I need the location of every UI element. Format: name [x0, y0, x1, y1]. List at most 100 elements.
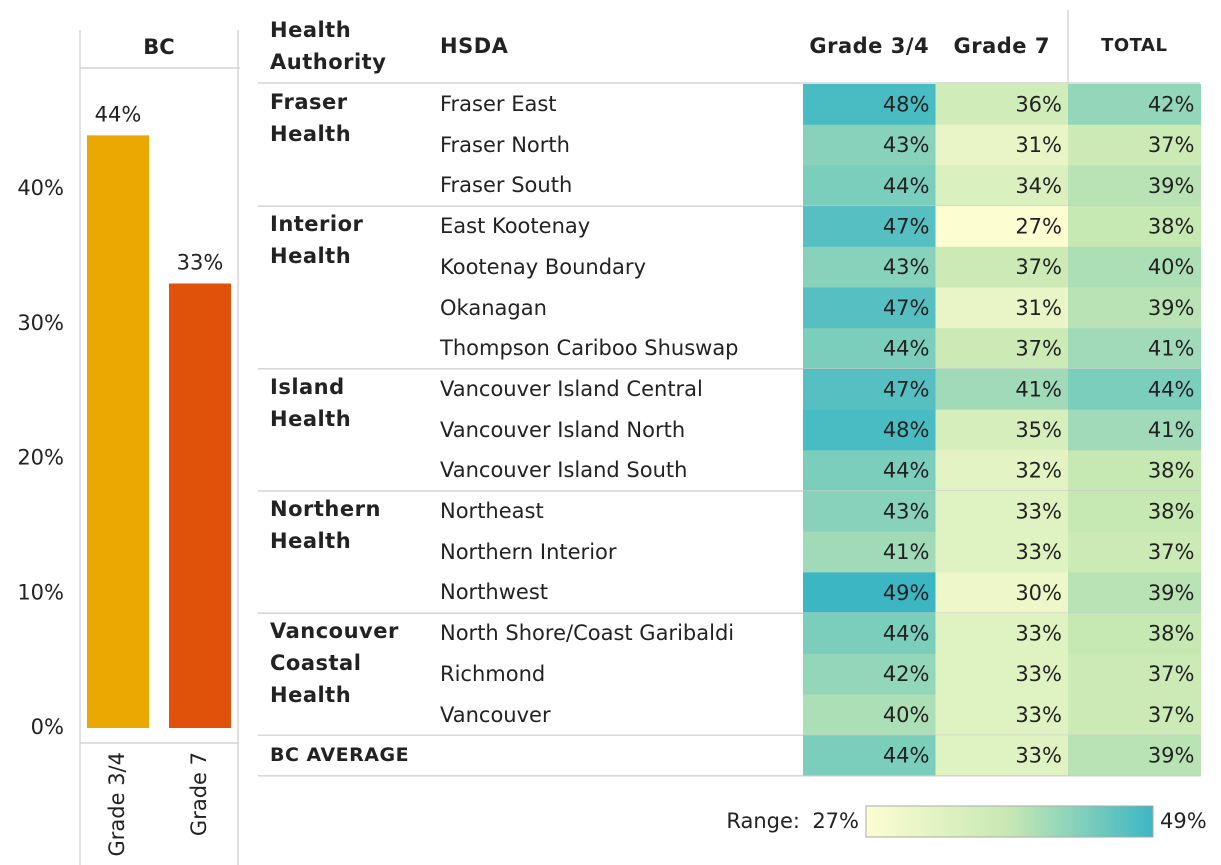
heat-cell: [935, 368, 1069, 411]
data-label: 33%: [177, 251, 224, 275]
cell-label: 47%: [883, 296, 930, 320]
heat-cell: [935, 409, 1069, 451]
cell-label: 47%: [883, 214, 930, 238]
row-label: Richmond: [440, 661, 546, 686]
y-tick-label: 40%: [17, 176, 64, 200]
heat-cell: [1068, 287, 1201, 329]
cell-label: 33%: [1015, 662, 1062, 686]
cell-label: 31%: [1015, 296, 1062, 320]
heat-cell: [803, 246, 936, 288]
heat-cell: [1068, 328, 1201, 370]
row-label: Kootenay Boundary: [440, 254, 646, 279]
cell-label: 35%: [1015, 418, 1062, 442]
row-label: Northeast: [440, 499, 544, 523]
cell-label: 41%: [1148, 337, 1195, 361]
cell-label: 32%: [1015, 459, 1062, 483]
heat-cell: [1068, 368, 1201, 411]
heat-cell: [803, 368, 936, 411]
row-label: BC AVERAGE: [270, 744, 410, 767]
row-label: Fraser North: [440, 132, 570, 157]
row-label: Northwest: [440, 580, 549, 605]
heat-cell: [803, 124, 936, 166]
y-tick-label: 10%: [17, 580, 64, 604]
heat-cell: [1068, 653, 1201, 695]
cell-label: 44%: [883, 744, 930, 768]
heat-cell: [1068, 124, 1201, 166]
bar: [87, 135, 149, 729]
heat-cell: [935, 165, 1069, 207]
heat-cell: [935, 450, 1069, 492]
row-label: Northern Interior: [440, 539, 617, 564]
heat-cell: [1068, 531, 1201, 573]
column-header: TOTAL: [1101, 35, 1168, 56]
cell-label: 37%: [1015, 255, 1062, 279]
cell-label: 33%: [1015, 540, 1062, 564]
cell-label: 39%: [1148, 296, 1195, 320]
heat-cell: [1068, 694, 1201, 736]
heat-cell: [1068, 735, 1201, 777]
heat-cell: [803, 572, 936, 614]
cell-label: 39%: [1148, 174, 1195, 198]
cell-label: 49%: [883, 581, 930, 605]
colorbar: [865, 805, 1154, 838]
heat-cell: [1068, 409, 1201, 451]
heat-cell: [803, 450, 936, 492]
heat-cell: [935, 653, 1069, 695]
cell-label: 30%: [1015, 581, 1062, 605]
cell-label: 38%: [1148, 621, 1195, 645]
group-label: Vancouver Coastal Health: [270, 619, 399, 708]
heat-cell: [935, 246, 1069, 288]
row-label: North Shore/Coast Garibaldi: [440, 621, 735, 646]
heat-cell: [1068, 613, 1201, 655]
group-label: Interior Health: [270, 212, 364, 269]
cell-label: 42%: [1148, 92, 1195, 116]
heat-cell: [803, 735, 936, 777]
heat-cell: [935, 287, 1069, 329]
cell-label: 33%: [1015, 499, 1062, 523]
cell-label: 37%: [1148, 133, 1195, 157]
cell-label: 40%: [1148, 255, 1195, 279]
row-label: East Kootenay: [440, 214, 591, 239]
cell-label: 43%: [883, 255, 930, 279]
heat-cell: [803, 491, 936, 533]
cell-label: 38%: [1148, 459, 1195, 483]
cell-label: 48%: [883, 418, 930, 442]
heat-cell: [935, 491, 1069, 533]
cell-label: 37%: [1148, 540, 1195, 564]
heat-cell: [803, 165, 936, 207]
data-label: 44%: [95, 102, 142, 126]
column-header: Grade 3/4: [809, 34, 930, 58]
cell-label: 44%: [883, 174, 930, 198]
legend-label: Range:: [726, 809, 800, 833]
heat-cell: [1068, 246, 1201, 288]
heat-cell: [803, 206, 936, 248]
cell-label: 43%: [883, 499, 930, 523]
cell-label: 36%: [1015, 92, 1062, 116]
cell-label: 39%: [1148, 744, 1195, 768]
heat-cell: [935, 735, 1069, 777]
x-tick-label: Grade 7: [187, 752, 211, 836]
group-label: Fraser Health: [270, 90, 352, 146]
bar: [169, 283, 231, 728]
x-tick-label: Grade 3/4: [105, 752, 129, 857]
heat-cell: [803, 328, 936, 370]
heat-cell: [803, 653, 936, 695]
cell-label: 44%: [883, 459, 930, 483]
cell-label: 47%: [883, 377, 930, 401]
chart-title: BC: [143, 35, 174, 59]
cell-label: 48%: [883, 92, 930, 116]
cell-label: 37%: [1148, 662, 1195, 686]
heat-cell: [803, 613, 936, 655]
cell-label: 41%: [1015, 377, 1062, 401]
y-tick-label: 0%: [31, 715, 64, 739]
heat-cell: [1068, 206, 1201, 248]
y-tick-label: 30%: [17, 311, 64, 335]
cell-label: 34%: [1015, 174, 1062, 198]
heat-cell: [803, 409, 936, 451]
column-header: Grade 7: [953, 34, 1050, 58]
cell-label: 41%: [1148, 418, 1195, 442]
legend-min: 27%: [812, 809, 859, 833]
row-label: Fraser East: [440, 92, 557, 116]
cell-label: 37%: [1015, 337, 1062, 361]
